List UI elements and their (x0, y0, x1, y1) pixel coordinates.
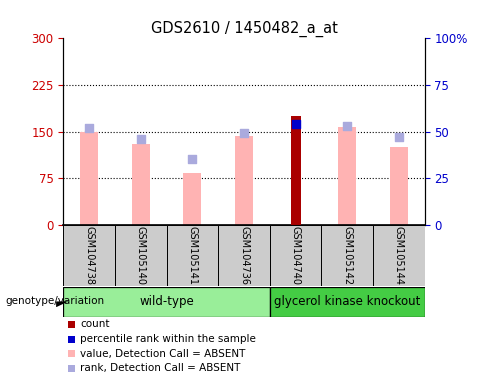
Text: rank, Detection Call = ABSENT: rank, Detection Call = ABSENT (80, 363, 241, 373)
Bar (63, 287, 270, 317)
Point (292, 121, 300, 127)
Text: GSM105142: GSM105142 (342, 226, 352, 285)
Point (395, 134, 403, 140)
Bar (373, 225, 425, 286)
Text: GSM105140: GSM105140 (136, 226, 146, 285)
Text: wild-type: wild-type (139, 295, 194, 308)
Bar (338, 127, 356, 225)
Text: GSM105141: GSM105141 (187, 226, 198, 285)
Point (240, 130, 248, 136)
Bar (322, 225, 373, 286)
Text: GSM104740: GSM104740 (290, 226, 301, 285)
Bar (132, 144, 150, 225)
Title: GDS2610 / 1450482_a_at: GDS2610 / 1450482_a_at (151, 21, 337, 37)
Point (85, 125, 93, 131)
Point (188, 156, 196, 162)
Text: genotype/variation: genotype/variation (5, 296, 104, 306)
Text: GSM104738: GSM104738 (84, 226, 94, 285)
Bar (63, 225, 115, 286)
Polygon shape (56, 301, 68, 307)
Bar (291, 116, 301, 225)
Text: count: count (80, 319, 110, 329)
Point (343, 123, 351, 129)
Bar (270, 287, 425, 317)
Bar (270, 225, 322, 286)
Text: percentile rank within the sample: percentile rank within the sample (80, 334, 256, 344)
Bar (183, 173, 202, 225)
Bar (390, 147, 408, 225)
Text: GSM104736: GSM104736 (239, 226, 249, 285)
Bar (115, 225, 166, 286)
Bar (235, 136, 253, 225)
Bar (218, 225, 270, 286)
Text: GSM105144: GSM105144 (394, 226, 404, 285)
Point (137, 136, 145, 142)
Bar (166, 225, 218, 286)
Bar (80, 132, 98, 225)
Text: value, Detection Call = ABSENT: value, Detection Call = ABSENT (80, 349, 245, 359)
Text: glycerol kinase knockout: glycerol kinase knockout (274, 295, 420, 308)
